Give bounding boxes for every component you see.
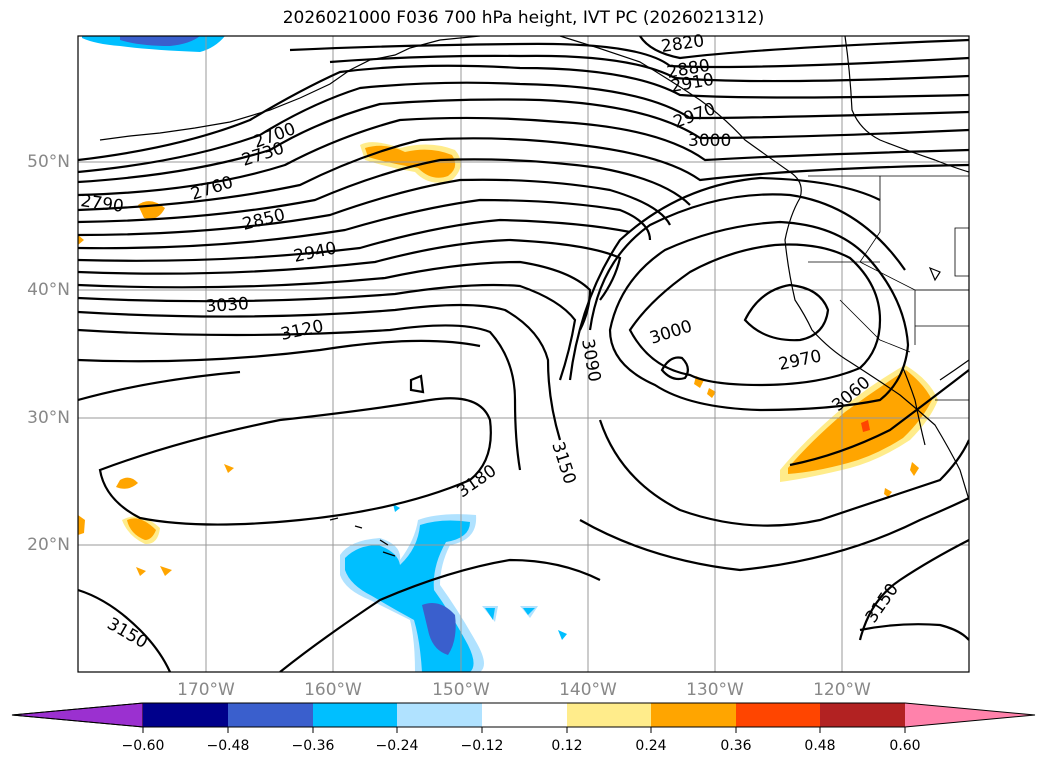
map-title: 2026021000 F036 700 hPa height, IVT PC (… (282, 8, 765, 28)
colorbar-tick-label: −0.24 (375, 738, 419, 754)
colorbar-tick-label: −0.48 (206, 738, 250, 754)
colorbar (11, 702, 1036, 733)
colorbar-tick-label: 0.24 (635, 738, 667, 754)
coastlines (99, 36, 969, 557)
lon-label-150w: 150°W (432, 680, 490, 700)
lon-label-120w: 120°W (813, 680, 871, 700)
colorbar-tick-label: −0.60 (121, 738, 165, 754)
colorbar-tick-label: −0.12 (460, 738, 504, 754)
lon-label-170w: 170°W (177, 680, 235, 700)
colorbar-tick-label: 0.12 (551, 738, 583, 754)
ivt-negative-shading (82, 36, 567, 672)
lat-label-40n: 40°N (27, 280, 70, 300)
borders (808, 175, 969, 401)
lon-label-140w: 140°W (559, 680, 617, 700)
colorbar-tick-label: 0.48 (804, 738, 836, 754)
lon-label-160w: 160°W (304, 680, 362, 700)
map-frame (77, 35, 970, 673)
lon-label-130w: 130°W (686, 680, 744, 700)
lat-label-20n: 20°N (27, 535, 70, 555)
lat-label-30n: 30°N (27, 408, 70, 428)
colorbar-tick-label: 0.60 (889, 738, 921, 754)
colorbar-tick-label: 0.36 (720, 738, 752, 754)
colorbar-tick-label: −0.36 (291, 738, 335, 754)
height-contours (78, 36, 969, 672)
lat-label-50n: 50°N (27, 152, 70, 172)
